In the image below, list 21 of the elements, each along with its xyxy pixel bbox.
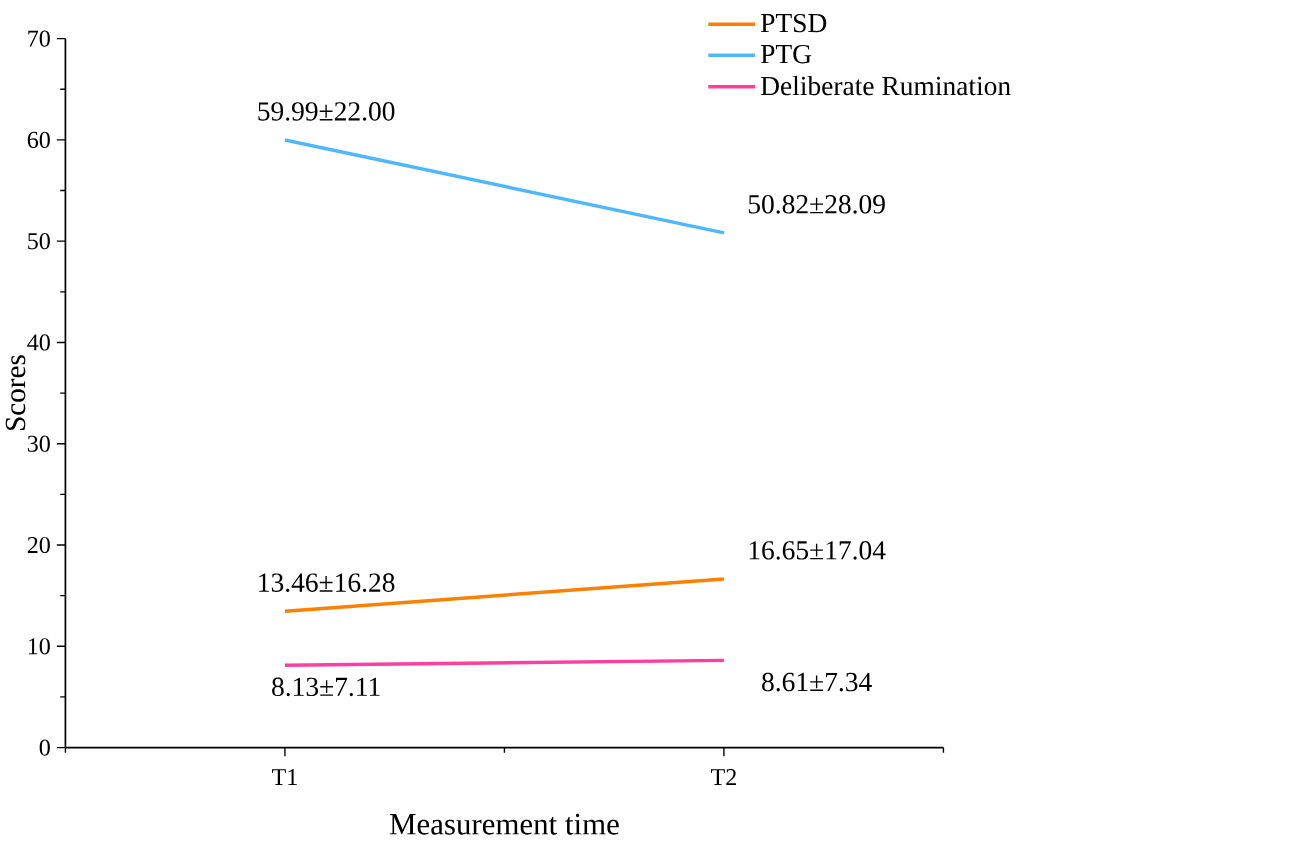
data-label: 8.61±7.34 xyxy=(762,672,872,692)
legend-label: PTG xyxy=(760,44,812,64)
y-tick-label: 60 xyxy=(27,131,50,148)
data-label: 59.99±22.00 xyxy=(258,101,395,121)
legend-label: Deliberate Rumination xyxy=(760,75,1011,96)
legend-label: PTSD xyxy=(760,13,827,33)
y-tick-label: 70 xyxy=(28,30,50,47)
y-tick-label: 0 xyxy=(39,739,50,756)
x-axis-title: Measurement time xyxy=(389,813,619,835)
y-tick-label: 40 xyxy=(27,334,50,351)
data-label: 13.46±16.28 xyxy=(259,573,395,592)
y-tick-label: 20 xyxy=(27,536,50,553)
data-label: 16.65±17.04 xyxy=(749,540,886,560)
y-axis-title: Scores xyxy=(5,355,26,430)
data-label: 50.82±28.09 xyxy=(748,194,885,214)
data-label: 8.13±7.11 xyxy=(272,677,380,697)
y-tick-label: 10 xyxy=(28,638,50,655)
x-tick-label: T2 xyxy=(711,768,736,785)
y-tick-label: 30 xyxy=(27,435,50,452)
y-tick-label: 50 xyxy=(28,232,50,250)
x-tick-label: T1 xyxy=(272,768,297,785)
